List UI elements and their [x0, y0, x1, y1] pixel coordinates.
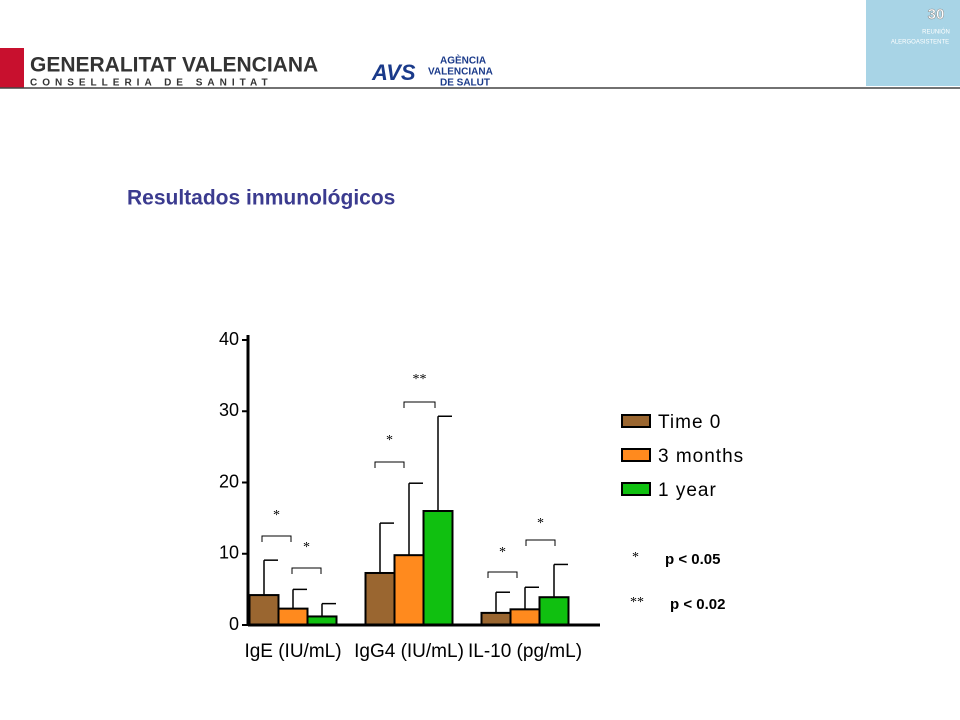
bar	[393, 554, 425, 626]
bar	[364, 571, 396, 626]
significance-mark: *	[273, 508, 280, 523]
x-tick-label: IL-10 (pg/mL)	[468, 641, 582, 662]
bar	[509, 608, 541, 627]
bar	[277, 607, 309, 626]
badge-line: ALERGOASISTENTE	[891, 40, 949, 46]
legend-swatch	[621, 414, 651, 428]
significance-mark: **	[413, 372, 427, 387]
y-tick-label: 30	[219, 400, 239, 420]
org-name: GENERALITAT VALENCIANA	[30, 54, 318, 77]
badge	[866, 0, 960, 86]
significance-mark: *	[537, 516, 544, 531]
header: GENERALITAT VALENCIANA CONSELLERIA DE SA…	[0, 0, 960, 89]
y-tick-label: 20	[219, 471, 239, 491]
y-tick-label: 0	[229, 614, 239, 634]
significance-bracket	[487, 571, 518, 578]
significance-bracket	[403, 401, 436, 408]
slide-title: Resultados inmunológicos	[127, 187, 395, 210]
bar	[422, 510, 454, 626]
footnote-symbol: *	[632, 550, 639, 565]
significance-mark: *	[499, 545, 506, 560]
significance-bracket	[261, 535, 292, 542]
org-emblem	[0, 48, 24, 88]
bar	[480, 611, 512, 627]
significance-bracket	[374, 461, 405, 468]
agency-line: AGÈNCIA	[440, 54, 486, 67]
agency-logo: AVS	[371, 60, 416, 85]
agency-line: VALENCIANA	[428, 67, 493, 78]
badge-line: REUNIÓN	[922, 29, 950, 36]
significance-mark: *	[303, 540, 310, 555]
agency-line: DE SALUT	[440, 78, 490, 89]
y-tick-label: 10	[219, 543, 239, 563]
significance-bracket	[291, 567, 322, 574]
footnote-text: p < 0.02	[670, 596, 725, 613]
bar	[248, 594, 280, 627]
bar	[538, 596, 570, 627]
legend-label: Time 0	[658, 412, 721, 433]
significance-bracket	[525, 539, 556, 546]
significance-mark: *	[386, 433, 393, 448]
legend-label: 3 months	[658, 446, 744, 467]
y-tick-label: 40	[219, 329, 239, 349]
legend-swatch	[621, 482, 651, 496]
legend-label: 1 year	[658, 480, 717, 501]
x-tick-label: IgG4 (IU/mL)	[354, 641, 464, 662]
footnote-text: p < 0.05	[665, 551, 720, 568]
footnote-symbol: **	[630, 595, 644, 610]
legend-swatch	[621, 448, 651, 462]
x-tick-label: IgE (IU/mL)	[244, 641, 341, 662]
org-dept: CONSELLERIA DE SANITAT	[30, 78, 273, 89]
badge-number: 30	[928, 6, 945, 23]
